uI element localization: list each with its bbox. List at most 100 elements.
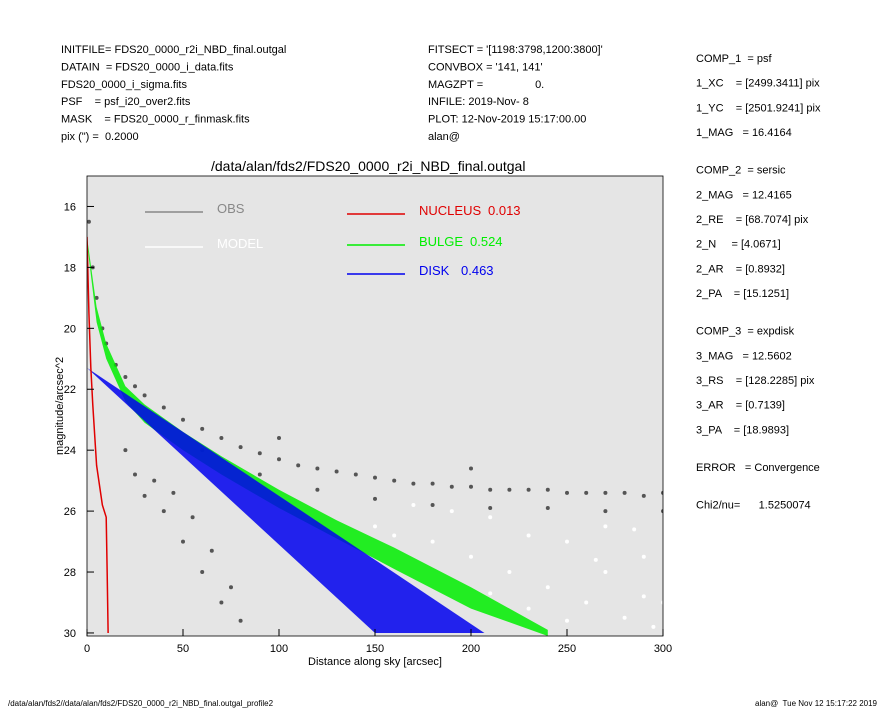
data-point <box>142 493 147 498</box>
header-line: FDS20_0000_i_sigma.fits <box>61 79 187 91</box>
y-tick-label: 28 <box>64 567 76 579</box>
data-point <box>469 466 473 471</box>
data-point <box>133 384 137 389</box>
data-point <box>526 533 531 538</box>
chart-title: /data/alan/fds2/FDS20_0000_r2i_NBD_final… <box>211 158 525 174</box>
data-point <box>545 585 550 590</box>
y-tick-label: 30 <box>64 628 76 640</box>
data-point <box>373 524 377 529</box>
legend-fraction: 0.013 <box>488 203 521 218</box>
data-point <box>219 600 224 605</box>
header-line: pix (") = 0.2000 <box>61 131 139 143</box>
data-point <box>94 295 99 300</box>
data-point <box>200 426 205 431</box>
data-point <box>411 503 416 508</box>
data-point <box>603 570 608 575</box>
fit-parameter: 3_AR = [0.7139] <box>696 400 785 412</box>
fit-parameter: 2_RE = [68.7074] pix <box>696 214 809 226</box>
data-point <box>392 478 397 483</box>
data-point <box>373 496 377 501</box>
data-point <box>603 490 608 495</box>
data-point <box>353 472 358 477</box>
data-point <box>133 472 137 477</box>
data-point <box>661 509 663 514</box>
data-point <box>603 509 608 514</box>
y-tick-label: 20 <box>64 323 76 335</box>
data-point <box>142 393 147 398</box>
data-point <box>661 490 663 495</box>
data-point <box>603 524 608 529</box>
x-tick-label: 200 <box>462 643 480 655</box>
data-point <box>430 481 435 486</box>
data-point <box>392 533 397 538</box>
component-band <box>87 367 485 633</box>
x-axis-label: Distance along sky [arcsec] <box>308 656 442 668</box>
x-tick-label: 300 <box>654 643 672 655</box>
legend-fraction: 0.463 <box>461 263 494 278</box>
fit-parameter: ERROR = Convergence <box>696 462 820 474</box>
x-tick-label: 0 <box>84 643 90 655</box>
data-point <box>277 457 281 462</box>
header-line: alan@ <box>428 131 460 143</box>
fit-parameter: 2_MAG = 12.4165 <box>696 189 792 201</box>
legend-label: OBS <box>217 201 245 216</box>
data-point <box>632 527 637 532</box>
fit-parameter: COMP_1 = psf <box>696 53 772 65</box>
data-point <box>209 548 214 553</box>
legend-label: BULGE <box>419 234 463 249</box>
y-tick-label: 24 <box>64 445 76 457</box>
y-tick-label: 18 <box>64 262 76 274</box>
x-tick-label: 50 <box>177 643 189 655</box>
data-point <box>181 539 185 544</box>
x-tick-label: 100 <box>270 643 288 655</box>
data-point <box>545 487 550 492</box>
fit-parameter: Chi2/nu= 1.5250074 <box>696 499 811 511</box>
data-point <box>488 487 493 492</box>
fit-parameter: 3_MAG = 12.5602 <box>696 350 792 362</box>
data-point <box>507 570 512 575</box>
y-tick-label: 22 <box>64 384 76 396</box>
data-point <box>257 472 262 477</box>
data-point <box>545 506 550 511</box>
fit-parameter: 3_PA = [18.9893] <box>696 424 789 436</box>
data-point <box>171 490 176 495</box>
header-line: CONVBOX = '141, 141' <box>428 61 543 73</box>
data-point <box>469 554 473 559</box>
data-point <box>181 417 185 422</box>
y-axis-label: magnitude/arcsec^2 <box>54 357 66 455</box>
data-point <box>123 448 128 453</box>
data-point <box>200 570 205 575</box>
fit-parameter: 2_N = [4.0671] <box>696 239 781 251</box>
data-point <box>526 487 531 492</box>
data-point <box>584 600 589 605</box>
fit-parameter: 2_PA = [15.1251] <box>696 288 789 300</box>
data-point <box>565 490 569 495</box>
data-point <box>334 469 339 474</box>
header-line: INFILE: 2019-Nov- 8 <box>428 96 529 108</box>
data-point <box>449 509 454 514</box>
data-point <box>430 503 435 508</box>
fit-parameter: 1_XC = [2499.3411] pix <box>696 78 820 90</box>
data-point <box>219 435 224 440</box>
data-point <box>622 490 627 495</box>
data-point <box>622 615 627 620</box>
header-line: PSF = psf_i20_over2.fits <box>61 96 191 108</box>
fit-parameter: COMP_2 = sersic <box>696 165 786 177</box>
data-point <box>315 487 320 492</box>
legend-fraction: 0.524 <box>470 234 503 249</box>
data-point <box>488 515 493 520</box>
legend-label: DISK <box>419 263 450 278</box>
x-tick-label: 150 <box>366 643 384 655</box>
nucleus-line <box>87 236 109 633</box>
data-point <box>661 600 663 605</box>
header-line: MASK = FDS20_0000_r_finmask.fits <box>61 114 250 126</box>
x-tick-label: 250 <box>558 643 576 655</box>
y-tick-label: 26 <box>64 506 76 518</box>
header-line: DATAIN = FDS20_0000_i_data.fits <box>61 61 234 73</box>
data-point <box>488 506 493 511</box>
header-line: PLOT: 12-Nov-2019 15:17:00.00 <box>428 114 586 126</box>
data-point <box>238 445 243 450</box>
fit-parameter: 3_RS = [128.2285] pix <box>696 375 815 387</box>
data-point <box>87 219 91 224</box>
